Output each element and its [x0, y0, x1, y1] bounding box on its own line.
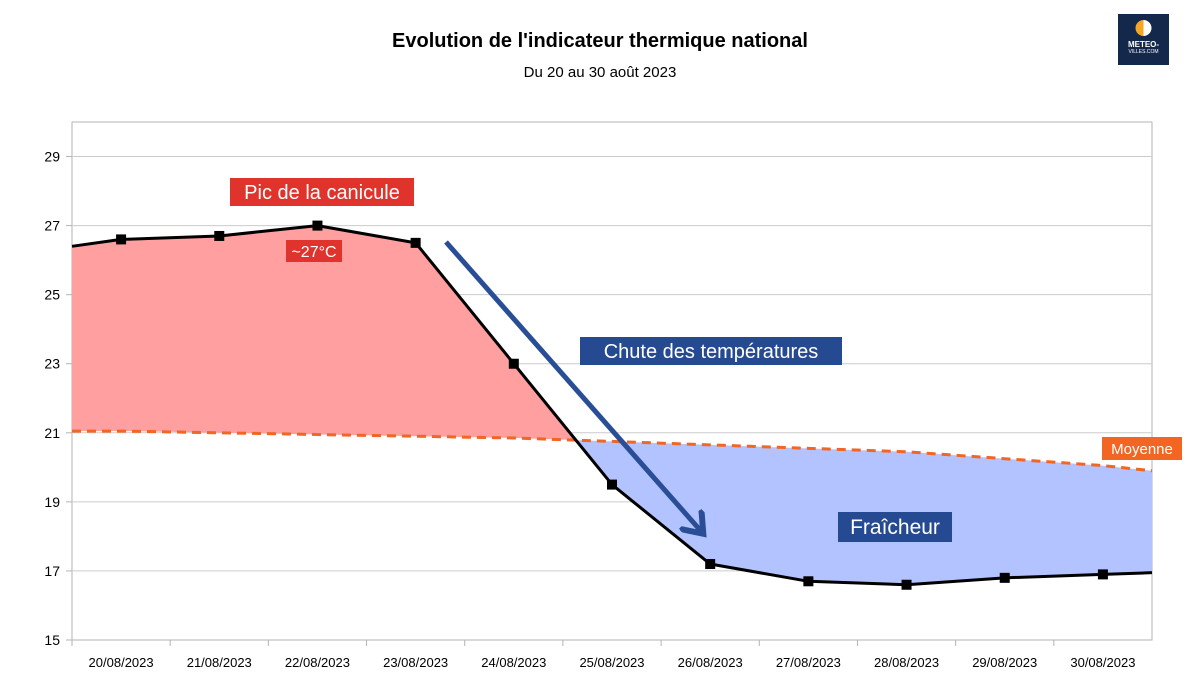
chart-subtitle: Du 20 au 30 août 2023 — [523, 64, 677, 81]
y-tick-label: 21 — [44, 425, 60, 441]
chart-title: Evolution de l'indicateur thermique nati… — [392, 30, 808, 52]
x-tick-label: 21/08/2023 — [187, 655, 252, 670]
y-tick-label: 23 — [44, 356, 60, 372]
y-tick-label: 29 — [44, 149, 60, 165]
data-point — [214, 230, 225, 241]
data-point — [508, 358, 519, 369]
data-point — [803, 576, 814, 587]
x-tick-label: 20/08/2023 — [89, 655, 154, 670]
annotation-average: Moyenne — [1102, 437, 1182, 460]
annotation-peak-value-label: ~27°C — [291, 244, 336, 261]
annotation-peak-value: ~27°C — [286, 240, 342, 262]
x-tick-label: 25/08/2023 — [579, 655, 644, 670]
sun-moon-icon — [1135, 20, 1152, 36]
x-tick-label: 22/08/2023 — [285, 655, 350, 670]
data-point — [410, 237, 421, 248]
x-tick-label: 24/08/2023 — [481, 655, 546, 670]
data-point — [116, 234, 127, 245]
annotation-drop: Chute des températures — [580, 337, 842, 365]
data-point — [1097, 569, 1108, 580]
annotation-cool: Fraîcheur — [838, 512, 952, 542]
x-tick-label: 27/08/2023 — [776, 655, 841, 670]
x-tick-label: 23/08/2023 — [383, 655, 448, 670]
data-point — [607, 479, 617, 490]
annotation-peak-label: Pic de la canicule — [244, 182, 400, 204]
cool-area — [72, 431, 1152, 585]
logo-line2: VILLES.COM — [1128, 49, 1159, 55]
logo-line1: METEO- — [1127, 40, 1160, 49]
x-tick-label: 28/08/2023 — [874, 655, 939, 670]
data-point — [999, 572, 1010, 583]
data-point — [705, 559, 716, 570]
x-tick-label: 29/08/2023 — [972, 655, 1037, 670]
data-point — [901, 579, 912, 590]
average-line — [72, 429, 1153, 473]
y-tick-label: 27 — [44, 218, 60, 234]
annotation-cool-label: Fraîcheur — [850, 516, 940, 539]
annotation-average-label: Moyenne — [1111, 441, 1173, 458]
drop-arrow — [444, 240, 700, 530]
x-tick-label: 26/08/2023 — [678, 655, 743, 670]
y-tick-label: 25 — [44, 287, 60, 303]
annotation-drop-label: Chute des températures — [604, 341, 819, 363]
y-tick-label: 19 — [44, 494, 60, 510]
y-tick-label: 17 — [44, 563, 60, 579]
data-point — [312, 220, 323, 231]
annotation-peak: Pic de la canicule — [230, 178, 414, 206]
x-tick-label: 30/08/2023 — [1070, 655, 1135, 670]
heatwave-area — [72, 225, 1152, 471]
y-tick-label: 15 — [44, 632, 60, 648]
meteo-villes-logo: METEO- VILLES.COM — [1118, 14, 1169, 65]
